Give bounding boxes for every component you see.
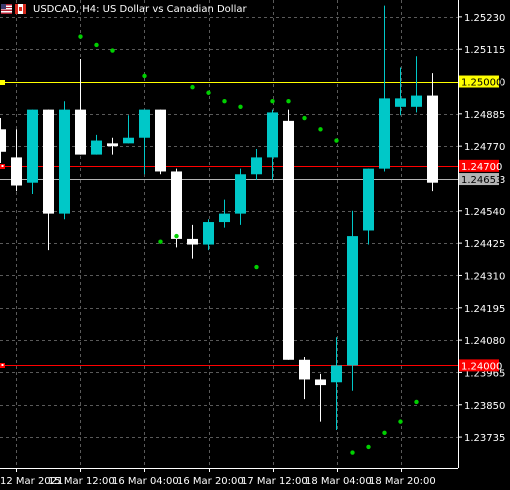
level-price-tag-box xyxy=(459,75,499,88)
sar-dot xyxy=(270,98,275,104)
sar-dot xyxy=(398,419,403,424)
us-flag-icon xyxy=(1,4,12,14)
price-tick-label: 1.23850 xyxy=(464,401,505,412)
candle-body-bear xyxy=(187,238,198,245)
price-tick-label: 1.24310 xyxy=(464,271,505,282)
price-tick-label: 1.25115 xyxy=(464,45,505,56)
sar-dot xyxy=(254,264,259,270)
level-price-tag: 1.24000 xyxy=(461,361,502,372)
candle-body-bear xyxy=(299,359,310,380)
level-line-handle-dot xyxy=(1,364,4,366)
sar-dot xyxy=(78,34,83,39)
level-price-tag: 1.25000 xyxy=(461,78,502,89)
chart-title: USDCAD, H4: US Dollar vs Canadian Dollar xyxy=(33,3,247,15)
sar-dot xyxy=(94,42,99,48)
time-tick-label: 18 Mar 04:00 xyxy=(305,476,372,487)
sar-dot xyxy=(158,239,163,244)
sar-dot xyxy=(190,84,195,90)
candle-body-bull xyxy=(139,109,150,138)
candle-body-bull xyxy=(379,98,390,169)
sar-dot xyxy=(318,127,323,132)
candle-body-bull xyxy=(91,140,102,155)
chart-title-bar: USDCAD, H4: US Dollar vs Canadian Dollar xyxy=(1,1,247,17)
candle-body-bear xyxy=(11,157,22,186)
level-line-handle-dot xyxy=(1,165,4,167)
price-tick-label: 1.24885 xyxy=(464,110,505,121)
candle-body-bear xyxy=(0,129,6,152)
parabolic-sar-layer xyxy=(78,34,419,455)
sar-dot xyxy=(414,399,419,405)
time-tick-label: 17 Mar 12:00 xyxy=(241,476,308,487)
candle-body-bear xyxy=(43,109,54,214)
current-price-tag: 1.24653 xyxy=(461,175,502,186)
sar-dot xyxy=(174,233,179,239)
sar-dot xyxy=(142,73,147,79)
level-price-tag: 1.24700 xyxy=(461,162,502,173)
level-price-tag-box xyxy=(459,359,499,372)
candle-body-bull xyxy=(235,174,246,214)
price-tick-label: 1.24195 xyxy=(464,304,505,315)
sar-dot xyxy=(382,430,387,436)
price-tick-label: 1.24080 xyxy=(464,336,505,347)
candle-body-bull xyxy=(267,112,278,158)
price-tick-label: 1.23965 xyxy=(464,368,505,379)
candle-body-bear xyxy=(155,109,166,172)
sar-dot xyxy=(110,48,115,53)
candle-body-bull xyxy=(331,365,342,383)
price-tick-label: 1.24540 xyxy=(464,207,505,218)
ca-flag-icon xyxy=(15,4,26,14)
candle-body-bear xyxy=(315,379,326,386)
time-tick-label: 15 Mar 12:00 xyxy=(48,476,115,487)
price-labels-layer: 1.25000 1.24700 1.24000 1.24653 xyxy=(459,75,502,372)
sar-dot xyxy=(302,115,307,121)
sar-dot xyxy=(350,450,355,455)
candle-body-bear xyxy=(75,109,86,155)
time-tick-label: 18 Mar 20:00 xyxy=(369,476,436,487)
candles-layer xyxy=(0,5,438,431)
time-tick-label: 16 Mar 04:00 xyxy=(112,476,179,487)
price-tick-label: 1.25230 xyxy=(464,13,505,24)
candle-body-bull xyxy=(411,95,422,107)
candle-body-bull xyxy=(203,222,214,245)
candle-body-bull xyxy=(347,236,358,366)
sar-dot xyxy=(238,104,243,110)
candle-body-bull xyxy=(251,157,262,175)
sar-dot xyxy=(334,138,339,143)
sar-dot xyxy=(366,444,371,450)
candle-body-bear xyxy=(283,120,294,360)
price-tick-label: 1.23735 xyxy=(464,433,505,444)
price-tick-label: 1.24425 xyxy=(464,239,505,250)
candle-body-bull xyxy=(395,98,406,107)
time-tick-label: 16 Mar 20:00 xyxy=(177,476,244,487)
level-price-tag-box xyxy=(459,159,499,172)
candle-body-bear xyxy=(171,171,182,239)
sar-dot xyxy=(222,98,227,104)
grid-layer xyxy=(0,0,458,468)
candle-body-bull xyxy=(59,109,70,214)
time-tick-label: 12 Mar 2021 xyxy=(0,476,63,487)
sar-dot xyxy=(206,90,211,95)
price-tick-label: 1.24770 xyxy=(464,142,505,153)
level-line-handle xyxy=(0,80,5,85)
candle-body-bear xyxy=(427,95,438,183)
candle-body-bull xyxy=(27,109,38,183)
candle-body-bull xyxy=(363,168,374,231)
candle-body-bull xyxy=(219,213,230,223)
candle-body-bear xyxy=(107,143,118,147)
sar-dot xyxy=(286,98,291,104)
candle-body-bull xyxy=(123,137,134,144)
current-price-tag-box xyxy=(459,173,499,186)
